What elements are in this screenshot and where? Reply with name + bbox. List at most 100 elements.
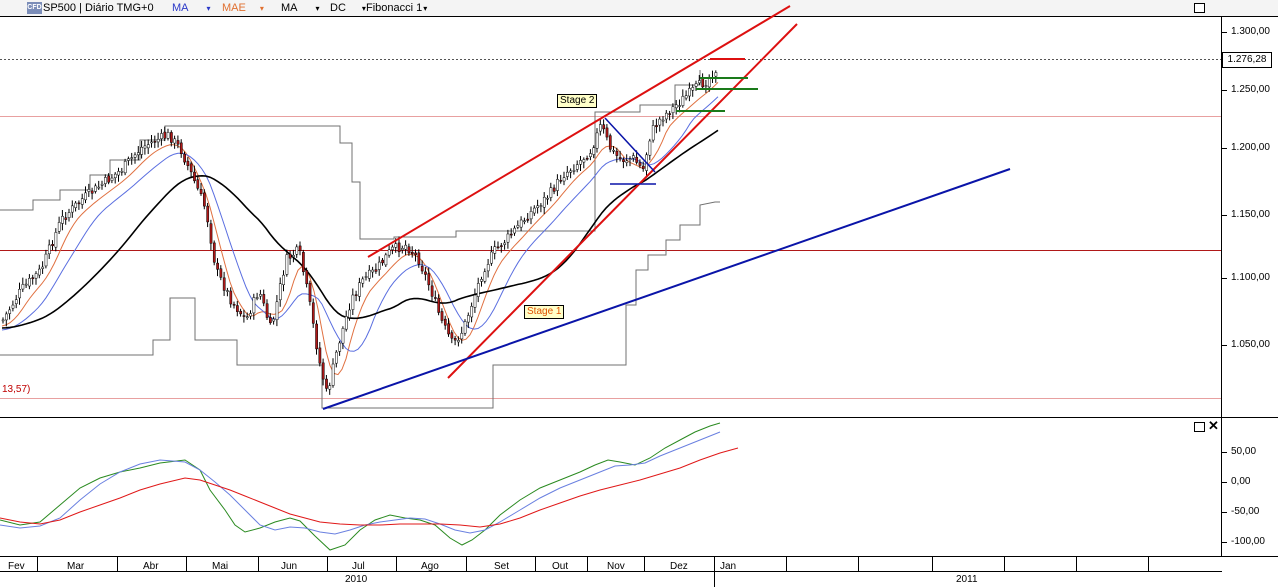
candle-body bbox=[203, 192, 206, 207]
candle-body bbox=[605, 127, 609, 138]
candle-body bbox=[572, 170, 576, 172]
candle-body bbox=[648, 140, 652, 156]
indicator-fibonacci[interactable]: Fibonacci 1▾ bbox=[366, 2, 427, 15]
candle-body bbox=[483, 271, 487, 282]
close-icon[interactable]: ✕ bbox=[1208, 418, 1219, 433]
candle-body bbox=[473, 294, 477, 308]
indicator-dc[interactable]: DC ▾ bbox=[330, 2, 366, 15]
candle-body bbox=[381, 259, 384, 264]
candle-body bbox=[602, 124, 606, 130]
candle-body bbox=[107, 175, 111, 183]
oscillator-green-line bbox=[0, 422, 721, 551]
candle-body bbox=[288, 253, 292, 259]
candle-body bbox=[338, 342, 342, 352]
indicator-mae[interactable]: MAE ▾ bbox=[222, 2, 264, 15]
candle-body bbox=[344, 316, 348, 330]
candle-body bbox=[51, 244, 54, 247]
candle-body bbox=[143, 145, 147, 149]
candle-body bbox=[658, 118, 662, 126]
symbol-selector[interactable]: SP500 | Diário TMG+0 bbox=[43, 2, 154, 14]
candle-body bbox=[589, 153, 592, 157]
candle-body bbox=[707, 77, 711, 88]
candle-body bbox=[519, 219, 523, 228]
stage1-label[interactable]: Stage 1 bbox=[524, 305, 565, 319]
candle-body bbox=[222, 277, 226, 291]
price-axis-label: 1.150,00 bbox=[1231, 209, 1270, 220]
candle-body bbox=[453, 337, 457, 341]
candle-body bbox=[434, 297, 437, 299]
month-label: Jun bbox=[281, 561, 298, 572]
candle-body bbox=[582, 159, 586, 163]
candle-body bbox=[170, 132, 173, 143]
candle-body bbox=[38, 268, 41, 276]
candle-body bbox=[189, 163, 193, 173]
candle-body bbox=[265, 303, 269, 318]
maximize-icon[interactable] bbox=[1194, 3, 1205, 13]
dropdown-icon: ▾ bbox=[206, 4, 211, 13]
candle-body bbox=[364, 276, 368, 278]
candle-body bbox=[562, 177, 566, 182]
ma-orange-line bbox=[1, 82, 719, 376]
candle-body bbox=[678, 105, 681, 107]
candle-body bbox=[183, 153, 186, 163]
month-label: Jan bbox=[720, 561, 737, 572]
candle-body bbox=[57, 222, 61, 232]
oscillator-blue-line bbox=[0, 431, 721, 535]
candle-body bbox=[64, 217, 68, 220]
candle-body bbox=[278, 283, 282, 301]
candle-body bbox=[566, 171, 569, 177]
fib-value-label: 13,57) bbox=[2, 384, 31, 395]
candle-body bbox=[113, 173, 117, 178]
candle-body bbox=[599, 124, 602, 132]
candle-body bbox=[632, 155, 635, 159]
price-axis-label: 1.050,00 bbox=[1231, 339, 1270, 350]
oscillator-axis-label: -50,00 bbox=[1231, 506, 1260, 517]
candle-body bbox=[150, 141, 153, 144]
candle-body bbox=[668, 113, 672, 115]
candle-body bbox=[493, 246, 497, 254]
stage2-label[interactable]: Stage 2 bbox=[557, 94, 598, 108]
candle-body bbox=[117, 171, 120, 176]
candle-body bbox=[249, 313, 252, 317]
candle-body bbox=[556, 179, 559, 191]
candle-body bbox=[77, 202, 81, 205]
candle-body bbox=[539, 205, 543, 207]
indicator-ma-black[interactable]: MA ▾ bbox=[281, 2, 320, 15]
candle-body bbox=[698, 80, 701, 84]
ma-blue-line bbox=[1, 96, 719, 352]
lower-channel-trendline bbox=[447, 23, 798, 379]
candle-body bbox=[160, 133, 163, 139]
candle-body bbox=[166, 132, 170, 139]
candle-body bbox=[335, 351, 338, 364]
candle-body bbox=[41, 266, 45, 269]
candle-body bbox=[311, 302, 315, 324]
candle-body bbox=[24, 283, 28, 286]
candle-body bbox=[513, 227, 516, 234]
candle-body bbox=[420, 265, 424, 272]
dropdown-icon: ▾ bbox=[423, 4, 428, 13]
candle-body bbox=[427, 273, 431, 286]
candle-body bbox=[130, 157, 134, 159]
candle-body bbox=[74, 202, 78, 208]
candle-body bbox=[325, 378, 328, 389]
candle-body bbox=[71, 205, 74, 213]
candle-body bbox=[615, 150, 619, 156]
indicator-label: Fibonacci 1 bbox=[366, 2, 423, 14]
candle-body bbox=[120, 171, 124, 173]
candle-body bbox=[31, 277, 35, 280]
candle-body bbox=[622, 159, 625, 162]
symbol-label: SP500 | Diário TMG+0 bbox=[43, 2, 154, 14]
candle-body bbox=[641, 165, 645, 170]
candle-body bbox=[443, 318, 447, 326]
candle-body bbox=[285, 254, 289, 275]
candle-body bbox=[196, 179, 200, 189]
candle-body bbox=[61, 216, 64, 224]
month-label: Nov bbox=[607, 561, 625, 572]
candle-body bbox=[533, 207, 536, 214]
candle-body bbox=[193, 171, 196, 182]
candle-body bbox=[681, 96, 685, 106]
candle-body bbox=[480, 279, 483, 282]
indicator-ma-blue[interactable]: MA ▾ bbox=[172, 2, 211, 15]
candle-body bbox=[14, 299, 18, 304]
maximize-icon[interactable] bbox=[1194, 422, 1205, 432]
